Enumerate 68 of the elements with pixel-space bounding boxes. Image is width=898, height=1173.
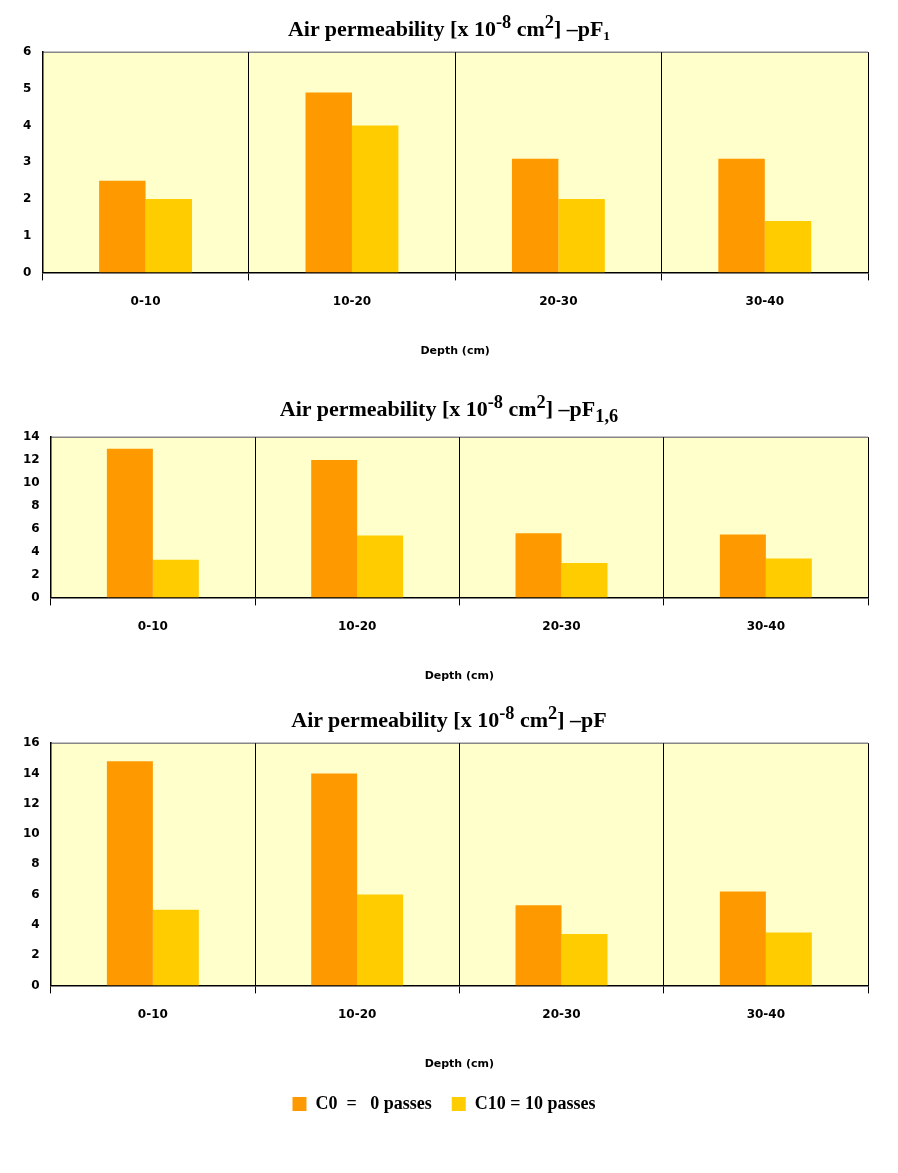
bar (357, 535, 404, 598)
bar (718, 158, 765, 273)
y-tick-label: 16 (23, 735, 40, 750)
x-tick-label: 20-30 (539, 294, 578, 309)
y-tick-label: 8 (31, 498, 40, 513)
x-tick-label: 0-10 (130, 294, 161, 309)
bar (357, 894, 404, 986)
x-tick-label: 0-10 (137, 618, 168, 633)
x-axis-title: Depth (cm) (424, 1057, 495, 1071)
y-tick-label: 14 (23, 429, 40, 444)
bar (561, 934, 608, 986)
y-tick-label: 4 (31, 543, 40, 558)
x-tick-label: 20-30 (542, 618, 581, 633)
bar (351, 125, 399, 273)
bar (99, 180, 146, 273)
y-tick-label: 4 (31, 917, 40, 932)
y-tick-label: 12 (23, 796, 40, 811)
y-tick-label: 8 (31, 856, 40, 871)
y-tick-label: 10 (23, 475, 40, 490)
bar (765, 932, 812, 986)
legend-label: C10 = 10 passes (474, 1093, 596, 1114)
bar (106, 761, 153, 986)
bar (152, 910, 199, 986)
y-tick-label: 14 (23, 765, 40, 780)
bar (515, 905, 562, 986)
x-tick-label: 10-20 (332, 294, 372, 309)
y-tick-label: 6 (31, 520, 40, 535)
x-tick-label: 30-40 (746, 618, 786, 633)
x-tick-label: 0-10 (137, 1007, 168, 1022)
y-tick-label: 10 (23, 826, 40, 841)
legend-label: C0 = 0 passes (315, 1093, 432, 1114)
bar (145, 199, 192, 273)
x-tick-label: 30-40 (746, 1007, 786, 1022)
bar (558, 199, 605, 273)
y-tick-label: 6 (31, 887, 40, 902)
y-tick-label: 2 (31, 947, 40, 962)
y-tick-label: 2 (22, 191, 32, 206)
y-tick-label: 0 (22, 264, 32, 279)
bar (515, 533, 562, 598)
bar (719, 891, 766, 986)
bar (311, 460, 358, 598)
chart-title: Air permeability [x 10$^{-8}$ cm$^{2}$] –pF$_{1,6}$ (278, 392, 620, 428)
bar (106, 448, 153, 598)
x-tick-label: 10-20 (337, 618, 377, 633)
bar (764, 221, 812, 273)
bar (305, 92, 352, 273)
y-tick-label: 6 (22, 44, 32, 59)
bar (765, 558, 812, 598)
bar (152, 559, 199, 598)
y-tick-label: 0 (31, 977, 40, 992)
y-tick-label: 4 (22, 118, 32, 133)
bar (719, 534, 766, 598)
bar (561, 563, 608, 598)
chart-title: Air permeability [x 10$^{-8}$ cm$^{2}$] –pF₁ (286, 12, 612, 43)
y-tick-label: 3 (22, 154, 32, 169)
x-axis-title: Depth (cm) (420, 344, 490, 358)
x-tick-label: 10-20 (337, 1007, 377, 1022)
x-tick-label: 30-40 (745, 294, 784, 309)
y-tick-label: 5 (22, 81, 32, 96)
y-tick-label: 0 (31, 589, 40, 604)
bar (511, 158, 559, 273)
x-axis-title: Depth (cm) (424, 669, 495, 683)
x-tick-label: 20-30 (542, 1007, 581, 1022)
chart-title: Air permeability [x 10$^{-8}$ cm$^{2}$] –pF (290, 703, 608, 734)
y-tick-label: 2 (31, 566, 40, 581)
y-tick-label: 12 (23, 452, 40, 467)
bar (311, 773, 358, 986)
y-tick-label: 1 (22, 228, 32, 243)
